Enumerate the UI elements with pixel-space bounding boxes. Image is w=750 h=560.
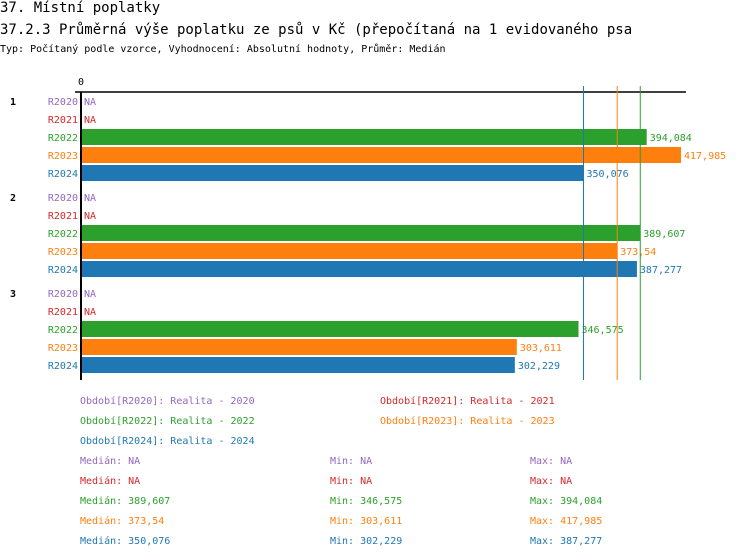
stat-max: Max: NA bbox=[530, 476, 573, 487]
group-label: 2 bbox=[10, 193, 16, 204]
stat-median: Medián: NA bbox=[80, 456, 141, 467]
stat-median: Medián: NA bbox=[80, 476, 141, 487]
data-label: NA bbox=[84, 193, 96, 204]
bar bbox=[81, 165, 584, 181]
data-label: 394,084 bbox=[650, 133, 692, 144]
data-label: 302,229 bbox=[518, 361, 560, 372]
data-label: 303,611 bbox=[520, 343, 562, 354]
stat-median: Medián: 350,076 bbox=[80, 536, 171, 547]
bar bbox=[81, 339, 517, 355]
bar-chart: 0 1 R2020 NA R2021 NA R2022 394,084 R2023 417,985… bbox=[10, 77, 726, 380]
series-label: R2021 bbox=[48, 307, 78, 318]
series-label: R2020 bbox=[48, 193, 78, 204]
data-label: NA bbox=[84, 115, 96, 126]
bar bbox=[81, 357, 515, 373]
bar bbox=[81, 321, 579, 337]
data-label: NA bbox=[84, 97, 96, 108]
series-label: R2021 bbox=[48, 211, 78, 222]
series-label: R2024 bbox=[48, 361, 78, 372]
data-label: NA bbox=[84, 307, 96, 318]
series-label: R2022 bbox=[48, 133, 78, 144]
data-label: 389,607 bbox=[643, 229, 685, 240]
stat-median: Medián: 389,607 bbox=[80, 496, 171, 507]
series-label: R2022 bbox=[48, 229, 78, 240]
legend-item: Období[R2024]: Realita - 2024 bbox=[80, 436, 255, 447]
series-label: R2023 bbox=[48, 247, 78, 258]
data-label: 350,076 bbox=[587, 169, 629, 180]
series-label: R2020 bbox=[48, 289, 78, 300]
legend-item: Období[R2023]: Realita - 2023 bbox=[380, 416, 555, 427]
data-label: 373,54 bbox=[620, 247, 656, 258]
series-label: R2020 bbox=[48, 97, 78, 108]
x-tick-label: 0 bbox=[78, 77, 84, 88]
data-label: NA bbox=[84, 211, 96, 222]
bar bbox=[81, 243, 618, 259]
stat-max: Max: 394,084 bbox=[530, 496, 603, 507]
section-title: 37. Místní poplatky bbox=[0, 0, 161, 16]
bar bbox=[81, 261, 637, 277]
stat-min: Min: 303,611 bbox=[330, 516, 403, 527]
data-label: 346,575 bbox=[581, 325, 623, 336]
chart-title: 37.2.3 Průměrná výše poplatku ze psů v K… bbox=[0, 22, 633, 38]
stat-max: Max: 417,985 bbox=[530, 516, 603, 527]
series-label: R2023 bbox=[48, 151, 78, 162]
legend-item: Období[R2022]: Realita - 2022 bbox=[80, 416, 255, 427]
data-label: 417,985 bbox=[684, 151, 726, 162]
chart-info: Typ: Počítaný podle vzorce, Vyhodnocení:… bbox=[0, 44, 446, 55]
group-label: 3 bbox=[10, 289, 16, 300]
stat-max: Max: NA bbox=[530, 456, 573, 467]
series-label: R2024 bbox=[48, 265, 78, 276]
stat-min: Min: NA bbox=[330, 456, 373, 467]
series-label: R2021 bbox=[48, 115, 78, 126]
bar bbox=[81, 129, 647, 145]
group-label: 1 bbox=[10, 97, 16, 108]
bar bbox=[81, 225, 641, 241]
series-label: R2024 bbox=[48, 169, 78, 180]
stat-min: Min: 346,575 bbox=[330, 496, 403, 507]
legend-item: Období[R2020]: Realita - 2020 bbox=[80, 396, 255, 407]
series-label: R2023 bbox=[48, 343, 78, 354]
data-label: 387,277 bbox=[640, 265, 682, 276]
legend-item: Období[R2021]: Realita - 2021 bbox=[380, 396, 555, 407]
stat-min: Min: NA bbox=[330, 476, 373, 487]
stat-median: Medián: 373,54 bbox=[80, 516, 165, 527]
stat-max: Max: 387,277 bbox=[530, 536, 603, 547]
bar bbox=[81, 147, 681, 163]
data-label: NA bbox=[84, 289, 96, 300]
stat-min: Min: 302,229 bbox=[330, 536, 403, 547]
series-label: R2022 bbox=[48, 325, 78, 336]
